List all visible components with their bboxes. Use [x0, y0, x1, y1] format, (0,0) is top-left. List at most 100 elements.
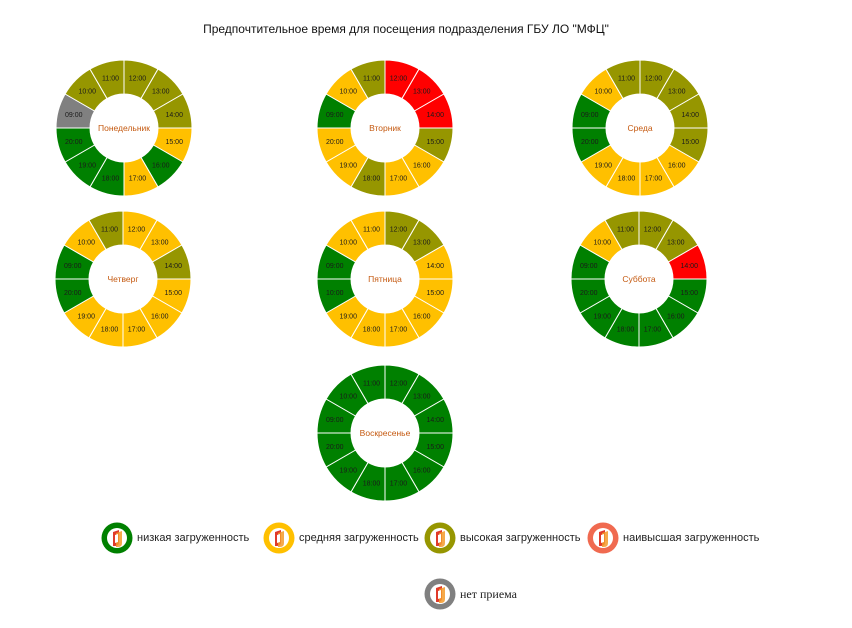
segment-time-label: 11:00	[617, 226, 634, 233]
segment-time-label: 10:00	[594, 89, 612, 96]
highest-load-logo-icon	[587, 522, 619, 554]
segment-time-label: 09:00	[326, 112, 344, 119]
segment-time-label: 12:00	[645, 75, 663, 82]
segment-time-label: 09:00	[65, 112, 83, 119]
donut-segment	[350, 210, 386, 251]
segment-time-label: 17:00	[644, 327, 662, 334]
segment-time-label: 19:00	[339, 313, 357, 320]
legend-label-high: высокая загруженность	[460, 532, 581, 544]
donut-segment	[89, 59, 125, 100]
legend-label-highest: наивысшая загруженность	[623, 532, 760, 544]
segment-time-label: 13:00	[152, 89, 170, 96]
segment-time-label: 15:00	[680, 290, 698, 297]
segment-time-label: 13:00	[667, 240, 685, 247]
segment-time-label: 17:00	[129, 176, 147, 183]
segment-time-label: 15:00	[426, 444, 444, 451]
segment-time-label: 13:00	[413, 394, 431, 401]
day-label: Суббота	[622, 274, 656, 284]
segment-time-label: 18:00	[102, 176, 120, 183]
legend-item-low: низкая загруженность	[101, 522, 249, 554]
legend-item-high: высокая загруженность	[424, 522, 580, 554]
legend-label-medium: средняя загруженность	[299, 532, 419, 544]
segment-time-label: 09:00	[581, 112, 599, 119]
day-label: Вторник	[369, 123, 401, 133]
donut-segment	[604, 210, 640, 251]
segment-time-label: 12:00	[128, 226, 146, 233]
segment-time-label: 16:00	[413, 313, 431, 320]
low-load-logo-icon	[101, 522, 133, 554]
segment-time-label: 19:00	[339, 162, 357, 169]
segment-time-label: 14:00	[426, 112, 444, 119]
day-label: Пятница	[368, 274, 402, 284]
legend-label-closed: нет приема	[460, 586, 517, 601]
segment-time-label: 19:00	[78, 162, 96, 169]
segment-time-label: 19:00	[594, 162, 612, 169]
segment-time-label: 20:00	[326, 139, 344, 146]
donut-chart: 12:00 13:00 14:00 15:00 16:00 17:00 18:00 19:00…	[316, 59, 454, 197]
segment-time-label: 11:00	[363, 380, 380, 387]
segment-time-label: 12:00	[644, 226, 662, 233]
segment-time-label: 20:00	[326, 444, 344, 451]
legend-item-closed: нет приема	[424, 578, 517, 610]
donut-segment	[88, 210, 124, 251]
segment-time-label: 12:00	[390, 75, 408, 82]
segment-time-label: 16:00	[413, 162, 431, 169]
segment-time-label: 16:00	[151, 313, 169, 320]
segment-time-label: 15:00	[426, 139, 444, 146]
segment-time-label: 17:00	[390, 327, 408, 334]
segment-time-label: 14:00	[165, 112, 183, 119]
segment-time-label: 15:00	[426, 290, 444, 297]
segment-time-label: 19:00	[339, 467, 357, 474]
segment-time-label: 18:00	[363, 481, 381, 488]
segment-time-label: 14:00	[680, 263, 698, 270]
segment-time-label: 13:00	[151, 240, 169, 247]
donut-chart: 12:00 13:00 14:00 15:00 16:00 17:00 18:00 19:00…	[55, 59, 193, 197]
segment-time-label: 09:00	[326, 417, 344, 424]
segment-time-label: 09:00	[580, 263, 598, 270]
segment-time-label: 18:00	[617, 327, 635, 334]
segment-time-label: 16:00	[413, 467, 431, 474]
segment-time-label: 20:00	[65, 139, 83, 146]
segment-time-label: 09:00	[326, 263, 344, 270]
segment-time-label: 11:00	[102, 75, 119, 82]
segment-time-label: 17:00	[645, 176, 663, 183]
segment-time-label: 20:00	[581, 139, 599, 146]
high-load-logo-icon	[424, 522, 456, 554]
day-label: Среда	[627, 123, 652, 133]
day-label: Четверг	[108, 274, 139, 284]
segment-time-label: 16:00	[152, 162, 170, 169]
donut-chart: 12:00 13:00 14:00 15:00 16:00 17:00 18:00 19:00…	[316, 364, 454, 502]
donut-segment	[605, 59, 641, 100]
segment-time-label: 10:00	[78, 89, 96, 96]
page-title: Предпочтительное время для посещения под…	[203, 22, 609, 36]
segment-time-label: 15:00	[165, 139, 183, 146]
segment-time-label: 10:00	[339, 240, 357, 247]
segment-time-label: 10:00	[339, 394, 357, 401]
donut-segment	[350, 59, 386, 100]
segment-time-label: 17:00	[390, 481, 408, 488]
segment-time-label: 10:00	[77, 240, 95, 247]
segment-time-label: 20:00	[580, 290, 598, 297]
segment-time-label: 13:00	[413, 240, 431, 247]
closed-logo-icon	[424, 578, 456, 610]
segment-time-label: 09:00	[64, 263, 82, 270]
segment-time-label: 14:00	[426, 417, 444, 424]
segment-time-label: 12:00	[390, 380, 408, 387]
segment-time-label: 11:00	[618, 75, 635, 82]
donut-chart: 12:00 13:00 14:00 15:00 16:00 17:00 18:00 19:00…	[54, 210, 192, 348]
legend-item-medium: средняя загруженность	[263, 522, 419, 554]
donut-segment	[350, 364, 386, 405]
segment-time-label: 19:00	[77, 313, 95, 320]
day-label: Понедельник	[98, 123, 150, 133]
segment-time-label: 11:00	[101, 226, 118, 233]
segment-time-label: 17:00	[128, 327, 146, 334]
donut-chart: 12:00 13:00 14:00 15:00 16:00 17:00 18:00 19:00…	[571, 59, 709, 197]
donut-chart: 12:00 13:00 14:00 15:00 16:00 17:00 18:00 19:00…	[316, 210, 454, 348]
segment-time-label: 10:00	[593, 240, 611, 247]
segment-time-label: 18:00	[618, 176, 636, 183]
medium-load-logo-icon	[263, 522, 295, 554]
segment-time-label: 18:00	[363, 176, 381, 183]
segment-time-label: 19:00	[593, 313, 611, 320]
segment-time-label: 13:00	[668, 89, 686, 96]
segment-time-label: 12:00	[390, 226, 408, 233]
